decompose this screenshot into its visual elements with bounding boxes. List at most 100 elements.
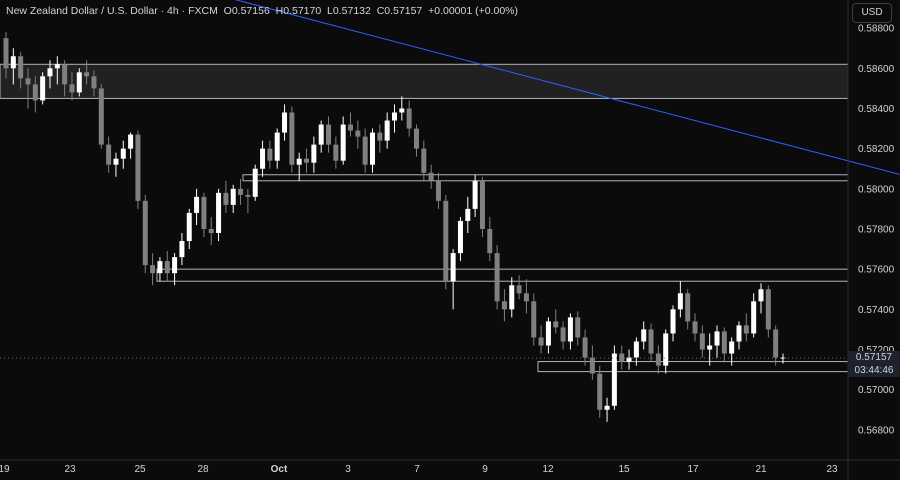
candle-body [457, 220, 463, 254]
candle-body [721, 331, 727, 354]
candle-body [707, 345, 713, 350]
zone-layer [0, 63, 849, 373]
candle-body [128, 134, 134, 149]
time-tick-label: 21 [755, 464, 767, 475]
candle-body [157, 261, 163, 274]
last-price-tag: 0.57157 [848, 351, 900, 364]
candle-body [604, 405, 610, 410]
candle-body [208, 228, 214, 234]
candle-body [355, 130, 361, 137]
candle-body [531, 301, 537, 338]
time-tick-label: 25 [134, 464, 146, 475]
candle-body [76, 72, 82, 93]
candle-body [582, 337, 588, 358]
candle-body [523, 293, 529, 302]
candle-body [216, 192, 222, 234]
candle-body [611, 353, 617, 406]
candle-body [274, 132, 280, 161]
currency-button[interactable]: USD [852, 3, 892, 23]
candle-body [729, 341, 735, 354]
candle-body [40, 76, 46, 101]
candle-body [47, 68, 53, 77]
candle-body [575, 317, 581, 338]
price-axis[interactable]: 0.58800 0.58600 0.58400 0.58200 0.58000 0.578… [847, 0, 895, 480]
price-tick-label: 0.58000 [858, 184, 895, 195]
high-label: H [275, 5, 284, 17]
candle-body [194, 196, 200, 213]
price-tick-label: 0.58200 [858, 144, 895, 155]
candle-body [113, 158, 119, 165]
candle-body [230, 188, 236, 205]
candle-body [545, 321, 551, 346]
close-value: 0.57157 [384, 5, 423, 17]
price-tick-label: 0.57400 [858, 305, 895, 316]
candle-body [32, 84, 38, 101]
trendline-layer[interactable] [0, 0, 900, 359]
open-label: O [223, 5, 232, 17]
candle-body [98, 88, 104, 145]
candle-body [25, 78, 31, 85]
zone-0 [0, 63, 849, 99]
candle-body [54, 64, 60, 69]
candle-body [340, 124, 346, 161]
zone-3 [537, 361, 849, 373]
candle-body [472, 180, 478, 209]
candle-body [773, 329, 779, 358]
candle-body [150, 265, 156, 274]
candle-body [318, 124, 324, 145]
price-tick-label: 0.57600 [858, 265, 895, 276]
symbol-legend: New Zealand Dollar / U.S. Dollar · 4h · … [6, 5, 518, 17]
candle-body [296, 158, 302, 165]
candle-body [84, 72, 90, 77]
candle-body [633, 341, 639, 358]
trendline[interactable] [0, 0, 900, 323]
candle-body [304, 158, 310, 163]
candle-body [714, 331, 720, 346]
time-axis[interactable]: 19 23 25 28 Oct 3 7 9 12 15 17 21 23 [0, 459, 900, 475]
candle-body [479, 180, 485, 229]
candle-body [450, 253, 456, 282]
candle-body [692, 321, 698, 334]
candle-body [179, 241, 185, 258]
candle-body [142, 200, 148, 266]
time-tick-label: 17 [687, 464, 699, 475]
candle-body [10, 56, 16, 69]
symbol-title: New Zealand Dollar / U.S. Dollar · 4h · … [6, 5, 218, 17]
candle-body [252, 168, 258, 197]
candle-body [362, 136, 368, 165]
candle-body [641, 329, 647, 342]
candle-body [370, 132, 375, 165]
candle-body [18, 56, 24, 79]
candle-body [91, 76, 97, 89]
time-tick-label: 3 [345, 464, 351, 475]
candle-body [172, 257, 178, 274]
candle-body [655, 353, 661, 366]
candle-body [509, 285, 515, 310]
time-tick-label: Oct [271, 464, 288, 475]
candle-body [186, 212, 192, 242]
candle-body [758, 289, 764, 302]
candle-body [260, 148, 266, 169]
candle-body [391, 112, 397, 121]
candle-body [120, 148, 126, 159]
candle-body [3, 38, 9, 69]
zone-1 [242, 174, 849, 182]
candle-body [589, 357, 595, 374]
time-tick-label: 23 [826, 464, 838, 475]
candle-body [487, 228, 493, 254]
time-tick-label: 7 [414, 464, 420, 475]
candle-body [164, 261, 170, 274]
candle-body [421, 148, 427, 173]
low-value: 0.57132 [332, 5, 371, 17]
price-tick-label: 0.58800 [858, 24, 895, 35]
candle-body [106, 144, 112, 165]
candle-body [223, 192, 229, 205]
candle-body [501, 301, 507, 310]
time-tick-label: 28 [197, 464, 209, 475]
price-tick-label: 0.58400 [858, 104, 895, 115]
candle-body [648, 329, 654, 354]
candle-body [567, 317, 573, 342]
candle-body [326, 124, 332, 145]
price-tick-label: 0.57000 [858, 385, 895, 396]
